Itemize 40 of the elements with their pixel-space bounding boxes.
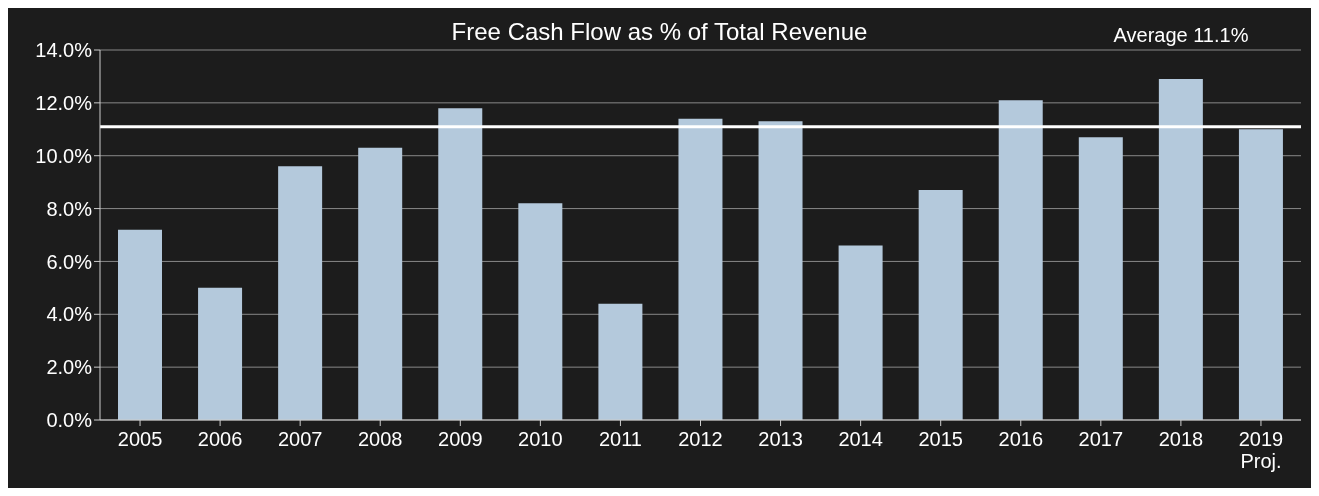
x-tick-label: 2018 — [1158, 428, 1204, 450]
bar — [1078, 137, 1123, 420]
y-tick-label: 10.0% — [35, 144, 93, 167]
bar — [198, 287, 243, 420]
bar — [758, 121, 803, 420]
ref-line-label: Average 11.1% — [1113, 24, 1249, 46]
x-tick-label: 2011 — [598, 428, 642, 450]
y-tick-label: 14.0% — [35, 39, 93, 62]
x-tick-label: 2008 — [357, 428, 403, 450]
bar — [518, 203, 563, 420]
x-tick-label: 2016 — [998, 428, 1044, 450]
bar — [998, 100, 1043, 420]
x-tick-label: 2009 — [438, 428, 483, 450]
y-tick-label: 0.0% — [46, 409, 93, 432]
y-tick-label: 2.0% — [46, 356, 93, 379]
x-tick-label: 2012 — [678, 428, 723, 450]
y-tick-label: 12.0% — [35, 91, 93, 114]
bar — [678, 118, 723, 420]
bar — [838, 245, 883, 420]
chart-title: Free Cash Flow as % of Total Revenue — [451, 18, 868, 45]
bar — [918, 190, 963, 420]
y-tick-label: 6.0% — [46, 250, 93, 273]
x-tick-label: 2015 — [918, 428, 963, 450]
bar — [278, 166, 323, 420]
x-tick-label: 2019 Proj. — [1238, 428, 1284, 472]
bar — [358, 147, 403, 420]
x-tick-label: 2014 — [838, 428, 883, 450]
bar — [118, 229, 162, 420]
x-tick-label: 2005 — [117, 428, 163, 450]
bar — [438, 108, 483, 420]
bar — [1158, 79, 1203, 420]
x-tick-label: 2006 — [197, 428, 243, 450]
bar — [598, 303, 643, 420]
x-tick-label: 2007 — [277, 428, 323, 450]
x-tick-label: 2013 — [758, 428, 803, 450]
y-tick-label: 8.0% — [46, 197, 93, 220]
x-tick-label: 2010 — [518, 428, 563, 450]
y-tick-label: 4.0% — [46, 303, 93, 326]
x-tick-label: 2017 — [1078, 428, 1124, 450]
bar — [1238, 129, 1283, 420]
